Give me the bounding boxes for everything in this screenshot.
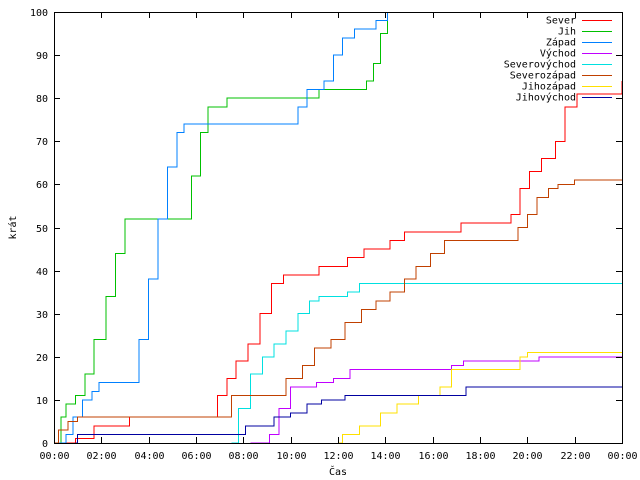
y-axis-title: krát bbox=[7, 215, 19, 239]
series-layer bbox=[54, 12, 623, 444]
legend-label: Jihozápad bbox=[522, 81, 576, 93]
y-tick-label: 50 bbox=[36, 224, 48, 235]
x-tick-label: 14:00 bbox=[370, 451, 400, 462]
x-tick-label: 06:00 bbox=[181, 451, 211, 462]
y-tick-label: 40 bbox=[36, 267, 48, 278]
y-tick-label: 100 bbox=[30, 8, 48, 19]
series-line-Sever bbox=[54, 81, 623, 444]
y-tick-label: 80 bbox=[36, 94, 48, 105]
x-tick-label: 00:00 bbox=[607, 451, 637, 462]
series-line-Jihovýchod bbox=[75, 386, 622, 444]
x-tick-label: 00:00 bbox=[39, 451, 69, 462]
series-line-Západ bbox=[54, 12, 389, 444]
x-tick-label: 12:00 bbox=[323, 451, 353, 462]
y-tick-label: 0 bbox=[42, 439, 48, 450]
y-tick-label: 70 bbox=[36, 137, 48, 148]
x-tick-label: 22:00 bbox=[560, 451, 590, 462]
series-line-Severozápad bbox=[54, 179, 622, 444]
x-tick-label: 16:00 bbox=[418, 451, 448, 462]
axis-layer: 0 10 20 30 40 50 60 70 80 90 100 00:00 02:00 04:00 06:… bbox=[30, 8, 638, 462]
legend-label: Sever bbox=[546, 16, 576, 27]
series-line-Jih bbox=[54, 12, 389, 444]
y-tick-label: 60 bbox=[36, 180, 48, 191]
x-tick-label: 18:00 bbox=[465, 451, 495, 462]
x-tick-label: 08:00 bbox=[228, 451, 258, 462]
series-line-Východ bbox=[250, 356, 622, 444]
x-tick-label: 04:00 bbox=[134, 451, 164, 462]
series-line-Severovýchod bbox=[231, 283, 622, 444]
x-axis-title: Čas bbox=[329, 465, 347, 478]
legend-label: Západ bbox=[546, 37, 576, 49]
y-tick-label: 20 bbox=[36, 353, 48, 364]
legend-label: Jihovýchod bbox=[516, 92, 576, 104]
y-tick-label: 30 bbox=[36, 310, 48, 321]
x-tick-label: 20:00 bbox=[512, 451, 542, 462]
x-tick-label: 10:00 bbox=[276, 451, 306, 462]
legend-label: Východ bbox=[540, 48, 576, 60]
legend-label: Severozápad bbox=[510, 70, 576, 82]
legend: SeverJihZápadVýchodSeverovýchodSeverozáp… bbox=[504, 16, 612, 104]
legend-label: Severovýchod bbox=[504, 59, 576, 71]
x-tick-label: 02:00 bbox=[86, 451, 116, 462]
series-line-Jihozápad bbox=[338, 352, 622, 444]
y-tick-label: 90 bbox=[36, 51, 48, 62]
legend-label: Jih bbox=[558, 27, 576, 38]
y-tick-label: 10 bbox=[36, 396, 48, 407]
plot-frame bbox=[54, 12, 623, 444]
